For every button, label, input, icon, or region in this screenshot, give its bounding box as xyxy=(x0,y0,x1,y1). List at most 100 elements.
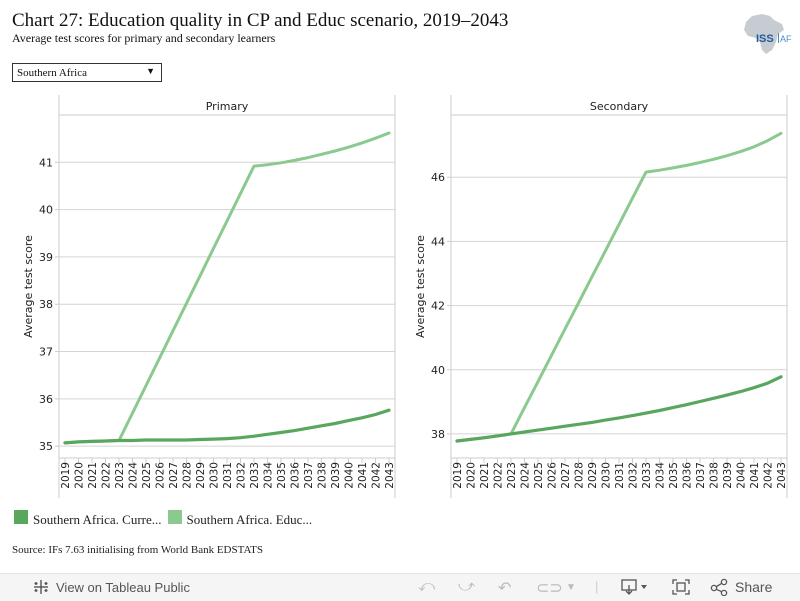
series-line-educ-scenario[interactable] xyxy=(63,131,391,445)
revert-icon[interactable]: ↶ xyxy=(498,580,512,597)
iss-logo: ISS AF xyxy=(738,12,794,56)
view-on-tableau-link[interactable]: View on Tableau Public xyxy=(32,578,190,596)
x-tick-label: 2026 xyxy=(547,462,559,489)
refresh-dropdown-caret-icon[interactable]: ▼ xyxy=(566,582,576,593)
x-tick-label: 2039 xyxy=(330,462,342,489)
y-tick-label: 46 xyxy=(431,171,445,184)
share-button[interactable]: Share xyxy=(710,578,772,596)
download-button[interactable] xyxy=(621,579,651,595)
x-tick-label: 2028 xyxy=(574,462,586,489)
fullscreen-button[interactable] xyxy=(672,579,690,595)
x-tick-label: 2036 xyxy=(290,462,302,489)
x-tick-label: 2040 xyxy=(736,462,748,489)
legend-swatch-educ xyxy=(167,510,182,524)
x-tick-label: 2029 xyxy=(587,462,599,489)
africa-map-logo-icon: ISS AF xyxy=(744,14,792,54)
x-tick-label: 2021 xyxy=(479,462,491,489)
legend-label-educ: Southern Africa. Educ... xyxy=(186,512,313,527)
x-tick-label: 2035 xyxy=(668,462,680,489)
x-tick-label: 2040 xyxy=(344,462,356,489)
panel-title: Secondary xyxy=(590,100,649,113)
x-tick-label: 2025 xyxy=(533,462,545,489)
download-icon xyxy=(621,579,647,595)
share-icon xyxy=(710,578,728,596)
y-tick-label: 44 xyxy=(431,235,445,248)
x-tick-label: 2043 xyxy=(384,462,396,489)
x-tick-label: 2042 xyxy=(763,462,775,489)
y-tick-label: 37 xyxy=(39,346,53,359)
x-tick-label: 2038 xyxy=(709,462,721,489)
legend-item-educ[interactable]: Southern Africa. Educ... xyxy=(167,510,313,528)
x-tick-label: 2041 xyxy=(749,462,761,489)
legend-label-current: Southern Africa. Curre... xyxy=(33,512,162,527)
x-tick-label: 2030 xyxy=(601,462,613,489)
legend-item-current-path[interactable]: Southern Africa. Curre... xyxy=(14,510,162,528)
x-tick-label: 2031 xyxy=(614,462,626,489)
x-tick-label: 2035 xyxy=(276,462,288,489)
chart-title: Chart 27: Education quality in CP and Ed… xyxy=(12,10,509,31)
x-tick-label: 2027 xyxy=(168,462,180,489)
y-tick-label: 40 xyxy=(431,364,445,377)
x-tick-label: 2023 xyxy=(114,462,126,489)
x-tick-label: 2043 xyxy=(776,462,788,489)
y-tick-label: 38 xyxy=(431,428,445,441)
x-tick-label: 2019 xyxy=(452,462,464,489)
chart-area: Primary 35 36 37 38 39 40 41 Average test score 2… xyxy=(22,95,788,498)
x-tick-label: 2026 xyxy=(155,462,167,489)
undo-icon[interactable]: ⤺ xyxy=(418,578,436,595)
y-tick-label: 39 xyxy=(39,251,53,264)
x-tick-label: 2041 xyxy=(357,462,369,489)
y-tick-label: 40 xyxy=(39,204,53,217)
tableau-toolbar: View on Tableau Public ⤺ ⤻ ↶ ⊂⊃ ▼ | Shar… xyxy=(0,573,800,601)
refresh-icon[interactable]: ⊂⊃ xyxy=(536,580,563,597)
x-tick-label: 2022 xyxy=(101,462,113,489)
y-axis-label: Average test score xyxy=(414,235,427,338)
series-line-current-path[interactable] xyxy=(63,408,391,445)
x-tick-label: 2029 xyxy=(195,462,207,489)
legend: Southern Africa. Curre... Southern Afric… xyxy=(14,510,318,528)
panel-title: Primary xyxy=(206,100,249,113)
x-tick-label: 2042 xyxy=(371,462,383,489)
fullscreen-icon xyxy=(672,579,690,595)
redo-icon[interactable]: ⤻ xyxy=(458,578,476,595)
x-tick-label: 2023 xyxy=(506,462,518,489)
x-tick-label: 2031 xyxy=(222,462,234,489)
x-tick-label: 2024 xyxy=(520,462,532,489)
series-line-current-path[interactable] xyxy=(455,375,783,443)
x-tick-label: 2021 xyxy=(87,462,99,489)
x-tick-label: 2036 xyxy=(682,462,694,489)
region-filter-dropdown[interactable]: Southern Africa ▼ xyxy=(12,63,162,82)
x-tick-label: 2030 xyxy=(209,462,221,489)
y-axis-label: Average test score xyxy=(22,235,35,338)
caret-down-icon: ▼ xyxy=(146,66,155,76)
share-label: Share xyxy=(735,579,773,595)
x-tick-label: 2020 xyxy=(74,462,86,489)
region-filter-value: Southern Africa xyxy=(17,67,87,79)
y-tick-label: 35 xyxy=(39,440,53,453)
x-tick-label: 2020 xyxy=(466,462,478,489)
y-tick-label: 41 xyxy=(39,156,53,169)
y-tick-label: 38 xyxy=(39,298,53,311)
panel-secondary: Secondary 38 40 42 44 46 Average test score 201… xyxy=(414,95,788,498)
x-tick-label: 2019 xyxy=(60,462,72,489)
x-tick-label: 2025 xyxy=(141,462,153,489)
x-tick-label: 2037 xyxy=(695,462,707,489)
x-tick-label: 2034 xyxy=(655,462,667,489)
legend-swatch-current xyxy=(14,510,28,524)
x-tick-label: 2037 xyxy=(303,462,315,489)
y-tick-label: 36 xyxy=(39,393,53,406)
logo-af-text: AF xyxy=(780,34,792,44)
x-tick-label: 2022 xyxy=(493,462,505,489)
x-tick-label: 2033 xyxy=(641,462,653,489)
x-tick-label: 2032 xyxy=(628,462,640,489)
x-tick-label: 2033 xyxy=(249,462,261,489)
x-tick-label: 2039 xyxy=(722,462,734,489)
x-tick-label: 2028 xyxy=(182,462,194,489)
source-note: Source: IFs 7.63 initialising from World… xyxy=(12,544,264,556)
x-tick-label: 2027 xyxy=(560,462,572,489)
toolbar-divider: | xyxy=(595,579,599,594)
x-tick-label: 2024 xyxy=(128,462,140,489)
logo-iss-text: ISS xyxy=(756,33,774,45)
x-tick-label: 2034 xyxy=(263,462,275,489)
tableau-logo-icon xyxy=(34,580,48,594)
